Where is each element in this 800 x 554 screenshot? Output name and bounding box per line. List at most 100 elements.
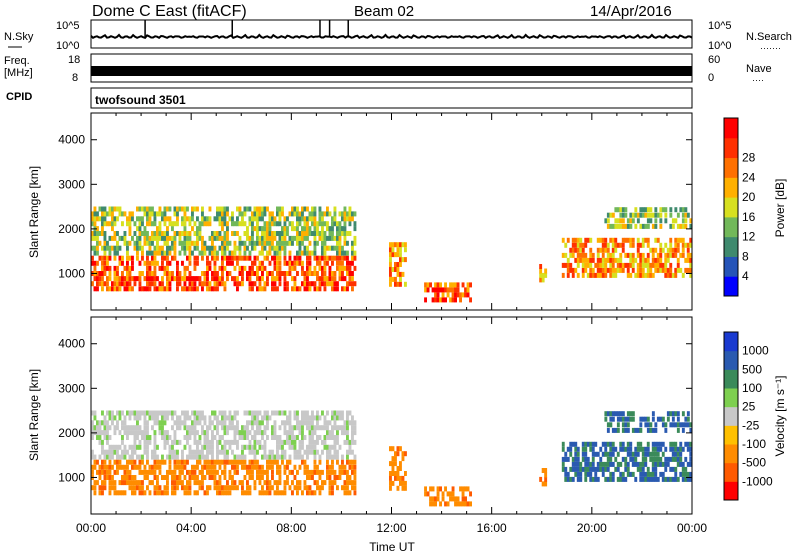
velocity-echo-cell <box>346 480 349 486</box>
velocity-echo-cell <box>96 480 99 486</box>
velocity-echo-cell <box>163 420 167 426</box>
power-echo-cell <box>248 216 252 222</box>
power-echo-cell <box>298 286 302 292</box>
power-echo-cell <box>131 211 134 217</box>
velocity-echo-cell <box>591 476 595 482</box>
velocity-echo-cell <box>226 430 229 436</box>
power-echo-cell <box>246 231 249 236</box>
power-echo-cell <box>106 260 109 266</box>
velocity-echo-cell <box>446 501 450 507</box>
power-echo-cell <box>338 276 342 282</box>
power-echo-cell <box>171 240 174 246</box>
power-echo-cell <box>296 206 299 212</box>
velocity-echo-cell <box>669 456 673 462</box>
velocity-echo-cell <box>644 476 648 482</box>
power-echo-cell <box>138 245 142 251</box>
power-echo-cell <box>103 216 107 222</box>
power-echo-cell <box>351 245 354 251</box>
power-echo-cell <box>328 265 332 271</box>
power-echo-cell <box>203 276 207 282</box>
velocity-echo-cell <box>399 480 402 486</box>
power-echo-cell <box>621 247 625 253</box>
velocity-echo-cell <box>171 439 174 445</box>
power-echo-cell <box>176 211 179 217</box>
power-echo-cell <box>321 226 324 232</box>
velocity-echo-cell <box>251 459 254 465</box>
power-echo-cell <box>619 223 623 229</box>
power-echo-cell <box>273 281 277 287</box>
velocity-echo-cell <box>619 471 623 477</box>
velocity-echo-cell <box>346 454 349 460</box>
velocity-echo-cell <box>313 415 317 421</box>
velocity-echo-cell <box>151 480 154 486</box>
velocity-echo-cell <box>321 410 324 416</box>
power-echo-cell <box>306 276 309 282</box>
power-echo-cell <box>128 286 132 292</box>
velocity-echo-cell <box>281 420 284 426</box>
velocity-echo-cell <box>218 435 222 440</box>
velocity-echo-cell <box>389 485 392 491</box>
power-echo-cell <box>203 281 207 287</box>
velocity-echo-cell <box>223 425 227 431</box>
power-echo-cell <box>671 272 675 278</box>
velocity-echo-cell <box>634 476 638 482</box>
velocity-echo-cell <box>191 464 194 470</box>
power-echo-cell <box>434 297 437 303</box>
velocity-echo-cell <box>106 439 109 445</box>
power-echo-cell <box>123 235 127 241</box>
velocity-echo-cell <box>451 486 455 492</box>
power-echo-cell <box>103 271 107 276</box>
velocity-echo-cell <box>676 416 680 422</box>
power-echo-cell <box>584 267 588 273</box>
velocity-echo-cell <box>401 456 405 462</box>
power-echo-cell <box>639 223 643 229</box>
velocity-echo-cell <box>233 454 237 460</box>
velocity-echo-cell <box>151 449 154 455</box>
power-echo-cell <box>93 260 97 266</box>
velocity-echo-cell <box>664 446 668 452</box>
velocity-echo-cell <box>268 415 272 421</box>
velocity-echo-cell <box>243 475 247 480</box>
power-echo-cell <box>191 206 194 212</box>
velocity-echo-cell <box>206 469 209 475</box>
power-ylabel: Slant Range [km] <box>27 166 41 258</box>
power-echo-cell <box>609 257 613 263</box>
power-echo-cell <box>106 286 109 292</box>
velocity-echo-cell <box>664 466 668 472</box>
velocity-echo-cell <box>604 411 608 417</box>
power-echo-cell <box>136 245 139 251</box>
velocity-echo-cell <box>286 464 289 470</box>
power-echo-cell <box>323 286 327 292</box>
velocity-echo-cell <box>158 459 162 465</box>
velocity-echo-cell <box>276 435 279 440</box>
velocity-echo-cell <box>586 441 590 447</box>
power-echo-cell <box>228 216 232 222</box>
velocity-echo-cell <box>651 427 655 433</box>
power-echo-cell <box>146 260 149 266</box>
velocity-echo-cell <box>191 469 194 475</box>
power-echo-cell <box>271 286 274 292</box>
velocity-echo-cell <box>391 480 395 486</box>
velocity-echo-cell <box>263 469 267 475</box>
velocity-echo-cell <box>326 435 329 440</box>
power-echo-cell <box>348 231 352 236</box>
power-echo-cell <box>631 262 635 268</box>
power-echo-cell <box>321 211 324 217</box>
velocity-echo-cell <box>101 420 104 426</box>
velocity-echo-cell <box>133 425 137 431</box>
velocity-echo-cell <box>153 475 157 480</box>
power-echo-cell <box>659 267 663 273</box>
velocity-echo-cell <box>441 491 445 497</box>
power-echo-cell <box>118 286 122 292</box>
power-echo-cell <box>291 260 294 266</box>
velocity-echo-cell <box>193 415 197 421</box>
power-echo-cell <box>636 247 640 253</box>
colorbar-swatch <box>724 137 738 159</box>
power-echo-cell <box>181 231 184 236</box>
power-echo-cell <box>166 250 169 256</box>
power-echo-cell <box>539 264 543 269</box>
power-echo-cell <box>246 206 249 212</box>
power-echo-cell <box>183 250 187 256</box>
velocity-echo-cell <box>626 461 630 467</box>
power-echo-cell <box>539 272 543 278</box>
